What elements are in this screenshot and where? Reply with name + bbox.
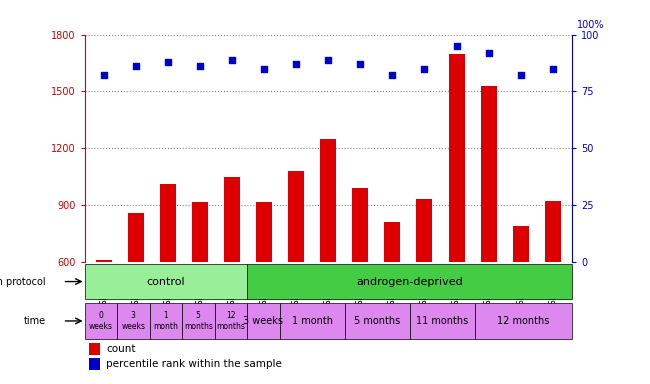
Bar [247, 303, 280, 339]
Text: control: control [146, 276, 185, 286]
Bar [280, 303, 344, 339]
Bar [352, 188, 369, 376]
Bar [384, 222, 400, 376]
Bar [417, 199, 432, 376]
Text: 1
month: 1 month [153, 311, 178, 331]
Bar [448, 53, 465, 376]
Text: count: count [106, 344, 135, 354]
Bar [192, 202, 208, 376]
Bar [545, 201, 561, 376]
Point [195, 63, 205, 70]
Point [484, 50, 494, 56]
Point [387, 73, 398, 79]
Point [419, 66, 430, 72]
Point [162, 59, 173, 65]
Bar [480, 86, 497, 376]
Bar [344, 303, 410, 339]
Text: 5 months: 5 months [354, 316, 400, 326]
Point [451, 43, 462, 49]
Text: 100%: 100% [577, 20, 605, 30]
Bar [150, 303, 182, 339]
Bar [410, 303, 474, 339]
Text: time: time [23, 316, 46, 326]
Bar [128, 213, 144, 376]
Text: 3
weeks: 3 weeks [122, 311, 145, 331]
Bar [513, 226, 528, 376]
Bar [247, 264, 572, 299]
Text: 1 month: 1 month [291, 316, 333, 326]
Text: androgen-deprived: androgen-deprived [356, 276, 463, 286]
Bar [117, 303, 150, 339]
Point [291, 61, 302, 67]
Bar [224, 177, 240, 376]
Text: growth protocol: growth protocol [0, 276, 46, 286]
Bar [214, 303, 247, 339]
Bar [160, 184, 176, 376]
Text: 5
months: 5 months [184, 311, 213, 331]
Text: percentile rank within the sample: percentile rank within the sample [106, 359, 282, 369]
Bar [288, 171, 304, 376]
Bar [474, 303, 572, 339]
Bar [182, 303, 215, 339]
Point [323, 56, 333, 63]
Point [547, 66, 558, 72]
Point [259, 66, 269, 72]
Text: 0
weeks: 0 weeks [89, 311, 112, 331]
Text: 3 weeks: 3 weeks [243, 316, 283, 326]
Bar [96, 260, 112, 376]
Bar [256, 202, 272, 376]
Point [227, 56, 237, 63]
Point [515, 73, 526, 79]
Bar [84, 264, 247, 299]
Text: 12 months: 12 months [497, 316, 549, 326]
Text: 12
months: 12 months [216, 311, 245, 331]
Point [355, 61, 365, 67]
Bar [90, 343, 100, 355]
Point [131, 63, 141, 70]
Bar [90, 358, 100, 370]
Bar [84, 303, 117, 339]
Point [99, 73, 109, 79]
Bar [320, 139, 336, 376]
Text: 11 months: 11 months [416, 316, 468, 326]
